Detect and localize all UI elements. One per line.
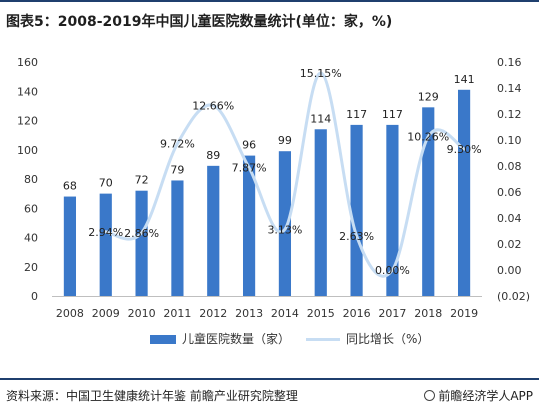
y-left-tick-label: 80 [24,173,38,186]
legend-line-swatch [306,338,340,341]
bar-data-labels: 68 70 72 79 89 96 99 114 117 117 129 141 [63,73,475,193]
y-right-tick-label: 0.12 [497,108,522,121]
line-value-label: 10.26% [407,131,449,144]
bar-value-label: 114 [310,112,331,125]
bar [386,124,399,296]
line-value-label: 7.87% [232,162,267,175]
x-tick-label: 2014 [271,307,299,320]
bar [314,129,327,296]
bar-value-label: 99 [278,134,292,147]
x-tick-label: 2013 [235,307,263,320]
x-tick-label: 2009 [92,307,120,320]
line-value-label: 2.86% [124,227,159,240]
line-value-label: 0.00% [375,264,410,277]
chart-canvas: 0 20 40 60 80 100 120 140 160 (0.02) 0.00 0.02 0.04… [17,56,530,320]
y-right-tick-label: 0.00 [497,264,522,277]
y-right-tick-label: 0.14 [497,82,522,95]
footer: 资料来源：中国卫生健康统计年鉴 前瞻产业研究院整理 前瞻经济学人APP [0,378,539,412]
y-left-tick-label: 100 [17,144,38,157]
chart-title: 图表5：2008-2019年中国儿童医院数量统计(单位：家，%) [6,14,393,30]
x-tick-label: 2016 [343,307,371,320]
bar [63,196,77,296]
line-value-label: 2.94% [88,226,123,239]
bar-value-label: 141 [454,73,475,86]
y-right-tick-label: 0.02 [497,238,522,251]
bar-value-label: 72 [135,174,149,187]
y-left-tick-label: 0 [31,290,38,303]
bar-value-label: 89 [206,149,220,162]
bar [350,124,363,296]
x-tick-label: 2019 [450,307,478,320]
y-left-axis: 0 20 40 60 80 100 120 140 160 [17,56,38,303]
line-value-label: 3.13% [267,223,302,236]
y-left-tick-label: 160 [17,56,38,69]
line-value-label: 9.72% [160,138,195,151]
growth-line [104,71,466,278]
y-right-tick-label: 0.06 [497,186,522,199]
legend-item-bar: 儿童医院数量（家） [150,330,290,347]
bar-value-label: 70 [99,177,113,190]
bar-value-label: 117 [346,108,367,121]
line-series [104,71,466,278]
x-tick-label: 2018 [414,307,442,320]
y-left-tick-label: 120 [17,115,38,128]
bar [278,151,292,296]
x-tick-label: 2012 [199,307,227,320]
bar [135,190,148,296]
bar [457,89,471,296]
x-tick-label: 2017 [378,307,406,320]
y-right-tick-label: (0.02) [497,290,530,303]
bar [207,165,220,296]
y-right-axis: (0.02) 0.00 0.02 0.04 0.06 0.08 0.10 0.12 0.14 0.… [497,56,530,303]
line-value-label: 12.66% [192,99,234,112]
bar [422,107,435,297]
line-data-labels: 2.94% 2.86% 9.72% 12.66% 7.87% 3.13% 15.15% 2.6… [88,67,481,277]
x-tick-label: 2011 [163,307,191,320]
x-tick-label: 2010 [128,307,156,320]
x-tick-label: 2015 [307,307,335,320]
bar-value-label: 79 [170,163,184,176]
y-right-tick-label: 0.10 [497,134,522,147]
legend: 儿童医院数量（家） 同比增长（%） [0,328,539,352]
bar-value-label: 129 [418,90,439,103]
bar [242,155,256,296]
legend-bar-swatch [150,335,176,344]
x-tick-label: 2008 [56,307,84,320]
y-right-tick-label: 0.16 [497,56,522,69]
x-axis: 2008 2009 2010 2011 2012 2013 2014 2015 2016 2017… [52,296,482,320]
brand-text: 前瞻经济学人APP [438,389,533,403]
brand-logo-icon [424,390,436,401]
y-right-tick-label: 0.08 [497,160,522,173]
bar-value-label: 68 [63,180,77,193]
y-left-tick-label: 60 [24,202,38,215]
line-value-label: 15.15% [300,67,342,80]
bar-value-label: 96 [242,139,256,152]
line-value-label: 9.30% [447,143,482,156]
legend-item-line: 同比增长（%） [306,330,429,347]
legend-bar-label: 儿童医院数量（家） [182,332,291,346]
bar-series [63,89,471,297]
y-right-tick-label: 0.04 [497,212,522,225]
y-left-tick-label: 140 [17,85,38,98]
source-text: 资料来源：中国卫生健康统计年鉴 前瞻产业研究院整理 [6,389,298,403]
y-left-tick-label: 40 [24,232,38,245]
bar [99,193,112,296]
title-bar: 图表5：2008-2019年中国儿童医院数量统计(单位：家，%) [0,0,539,42]
bar-value-label: 117 [382,108,403,121]
legend-line-label: 同比增长（%） [346,332,430,346]
brand: 前瞻经济学人APP [424,387,533,404]
line-value-label: 2.63% [339,230,374,243]
y-left-tick-label: 20 [24,261,38,274]
bar [171,180,184,296]
